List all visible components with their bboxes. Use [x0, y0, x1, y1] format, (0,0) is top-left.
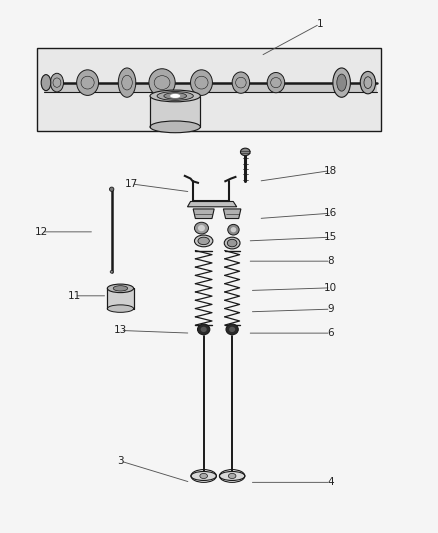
Ellipse shape [228, 473, 236, 479]
Text: 18: 18 [324, 166, 337, 175]
Ellipse shape [333, 68, 350, 98]
Ellipse shape [267, 72, 285, 93]
Ellipse shape [113, 286, 128, 291]
Ellipse shape [360, 71, 375, 94]
Ellipse shape [149, 69, 175, 96]
Ellipse shape [150, 90, 201, 102]
Text: 1: 1 [316, 19, 323, 29]
Bar [107, 288, 134, 309]
Ellipse shape [191, 70, 212, 95]
Ellipse shape [50, 74, 64, 92]
Ellipse shape [226, 324, 238, 335]
Polygon shape [223, 209, 241, 219]
Ellipse shape [150, 121, 201, 133]
Ellipse shape [194, 235, 213, 247]
Ellipse shape [170, 94, 180, 98]
Text: 6: 6 [327, 328, 334, 338]
Ellipse shape [198, 237, 209, 245]
Ellipse shape [110, 271, 113, 273]
Text: 12: 12 [35, 227, 48, 237]
Text: 9: 9 [327, 304, 334, 314]
Ellipse shape [198, 225, 205, 231]
Ellipse shape [232, 72, 250, 93]
Polygon shape [37, 48, 381, 131]
Ellipse shape [191, 472, 216, 480]
Ellipse shape [157, 92, 193, 100]
Ellipse shape [77, 70, 99, 95]
Text: 4: 4 [327, 478, 334, 487]
Polygon shape [187, 201, 237, 207]
Ellipse shape [337, 74, 346, 91]
Text: 13: 13 [114, 326, 127, 335]
Text: 17: 17 [125, 179, 138, 189]
Ellipse shape [240, 148, 250, 156]
Ellipse shape [219, 472, 245, 480]
Bar [150, 96, 201, 127]
Text: 15: 15 [324, 232, 337, 242]
Ellipse shape [118, 68, 136, 98]
Ellipse shape [200, 473, 208, 479]
Ellipse shape [230, 227, 237, 232]
Ellipse shape [164, 93, 187, 99]
Ellipse shape [229, 327, 235, 332]
Ellipse shape [41, 75, 51, 91]
Ellipse shape [198, 324, 210, 335]
Ellipse shape [107, 284, 134, 293]
Text: 3: 3 [117, 456, 124, 466]
Text: 11: 11 [68, 291, 81, 301]
Text: 8: 8 [327, 256, 334, 266]
Bar [44, 83, 377, 92]
Polygon shape [193, 209, 214, 219]
Ellipse shape [227, 239, 237, 247]
Ellipse shape [107, 305, 134, 312]
Ellipse shape [201, 327, 207, 332]
Ellipse shape [194, 222, 208, 234]
Ellipse shape [228, 224, 239, 235]
Text: 10: 10 [324, 283, 337, 293]
Ellipse shape [224, 237, 240, 249]
Text: 16: 16 [324, 208, 337, 218]
Ellipse shape [110, 187, 114, 191]
